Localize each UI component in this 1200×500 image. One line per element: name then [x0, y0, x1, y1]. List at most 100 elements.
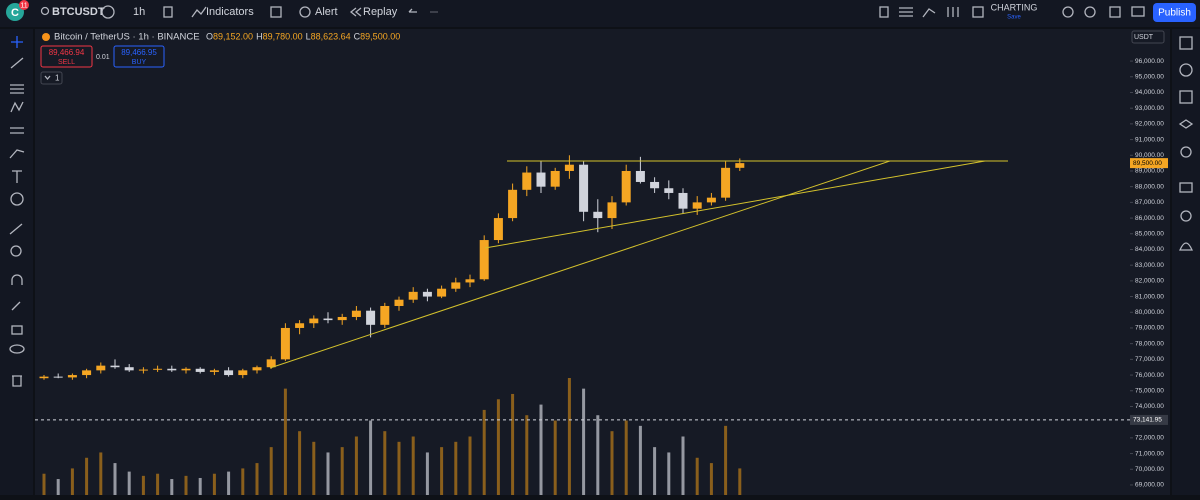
volume-bar	[42, 473, 46, 495]
candle-body	[39, 376, 49, 379]
legend-title: Bitcoin / TetherUS · 1h · BINANCE	[54, 32, 200, 43]
y-tick-label: 76,000.00	[1135, 372, 1164, 379]
indicators-toggle[interactable]	[40, 71, 63, 85]
candle-body	[366, 310, 376, 325]
alert[interactable]: Alert	[315, 6, 338, 18]
save[interactable]: Save	[1007, 15, 1021, 21]
volume-bar	[567, 378, 571, 495]
buy-price: 89,466.95	[121, 48, 157, 57]
volume-bar	[397, 441, 401, 495]
volume-bar	[667, 452, 671, 495]
candle-body	[209, 370, 219, 372]
volume-bar	[369, 420, 373, 495]
interval[interactable]: 1h	[133, 6, 145, 18]
candle-body	[138, 369, 148, 371]
candle-body	[124, 367, 134, 371]
candle-body	[635, 170, 645, 182]
volume-bar	[170, 479, 174, 495]
candle-body	[195, 368, 205, 372]
volume-bar	[269, 447, 273, 495]
y-tick-label: 72,000.00	[1135, 435, 1164, 442]
coin-icon	[42, 33, 50, 41]
candle-body	[96, 365, 106, 371]
y-tick-label: 74,000.00	[1135, 403, 1164, 410]
right-panel-icons[interactable]	[1178, 36, 1194, 251]
right-top-icons	[1062, 6, 1145, 18]
volume-bar	[468, 436, 472, 495]
volume-bar	[99, 452, 103, 495]
trendlines	[269, 160, 1008, 369]
sell-button[interactable]	[40, 45, 93, 68]
replay-icon	[349, 7, 362, 17]
volume-bar	[241, 468, 245, 495]
candle-body	[664, 188, 674, 193]
currency-box[interactable]	[1131, 30, 1165, 44]
candle-body	[564, 164, 574, 171]
drawing-tools[interactable]	[9, 36, 25, 387]
crosshair-tag	[1130, 414, 1168, 425]
last-price-tag	[1130, 158, 1168, 169]
volume-bar	[70, 468, 74, 495]
candle-body	[536, 172, 546, 187]
avatar-letter: C	[11, 7, 19, 19]
volume-bar	[425, 452, 429, 495]
volume-bar	[709, 463, 713, 495]
candle-body	[550, 170, 560, 187]
chevron	[44, 75, 51, 81]
volume-bar	[340, 447, 344, 495]
candle-body	[295, 323, 305, 328]
candle-body	[593, 211, 603, 219]
candle-body	[493, 218, 503, 241]
indicators[interactable]: Indicators	[206, 6, 254, 18]
candle-body	[508, 189, 518, 219]
volume-bar	[582, 388, 586, 495]
y-tick-label: 83,000.00	[1135, 262, 1164, 269]
last-price: 89,500.00	[1133, 160, 1162, 167]
candle-body	[337, 316, 347, 321]
templates[interactable]	[270, 6, 282, 18]
candle-body	[280, 327, 290, 360]
publish-button[interactable]	[1153, 3, 1196, 22]
currency: USDT	[1134, 34, 1154, 41]
y-tick-label: 86,000.00	[1135, 215, 1164, 222]
y-tick-label: 89,000.00	[1135, 168, 1164, 175]
ohlc-legend: O 89,152.00 H 89,780.00 L 88,623.64 C 89,500.00	[206, 31, 400, 41]
volume-bar	[113, 463, 117, 495]
candle-body	[408, 291, 418, 300]
publish: Publish	[1158, 8, 1191, 19]
y-tick-label: 69,000.00	[1135, 482, 1164, 489]
layout-name[interactable]: CHARTING	[991, 2, 1038, 12]
volume-bar	[326, 452, 330, 495]
symbol[interactable]: BTCUSDT	[52, 6, 105, 18]
volume-bar	[85, 457, 89, 495]
y-tick-label: 85,000.00	[1135, 230, 1164, 237]
y-tick-label: 88,000.00	[1135, 183, 1164, 190]
chart-type[interactable]	[163, 6, 173, 18]
right-toolbar	[1172, 29, 1200, 495]
volume-bar	[141, 475, 145, 495]
volume-bar	[127, 471, 131, 495]
volume-bar	[227, 471, 231, 495]
buy-button[interactable]	[113, 45, 165, 68]
add-symbol[interactable]	[101, 5, 115, 19]
undo[interactable]	[408, 8, 417, 13]
volume-bar	[411, 436, 415, 495]
avatar[interactable]	[6, 3, 24, 21]
volume-bar	[511, 393, 515, 495]
candle-body	[67, 375, 77, 378]
candle-body	[579, 164, 589, 212]
volume-bar	[440, 447, 444, 495]
volume-bar	[638, 425, 642, 495]
volume-bar	[212, 473, 216, 495]
y-tick-label: 82,000.00	[1135, 278, 1164, 285]
replay[interactable]: Replay	[363, 6, 398, 18]
y-tick-label: 92,000.00	[1135, 121, 1164, 128]
volume-bar	[596, 415, 600, 495]
y-tick-label: 94,000.00	[1135, 89, 1164, 96]
buy-label: BUY	[132, 59, 147, 66]
candle-body	[437, 288, 447, 297]
candle-body	[692, 202, 702, 209]
volume-bar	[539, 404, 543, 495]
y-tick-label: 90,000.00	[1135, 152, 1164, 159]
candle-body	[422, 291, 432, 297]
